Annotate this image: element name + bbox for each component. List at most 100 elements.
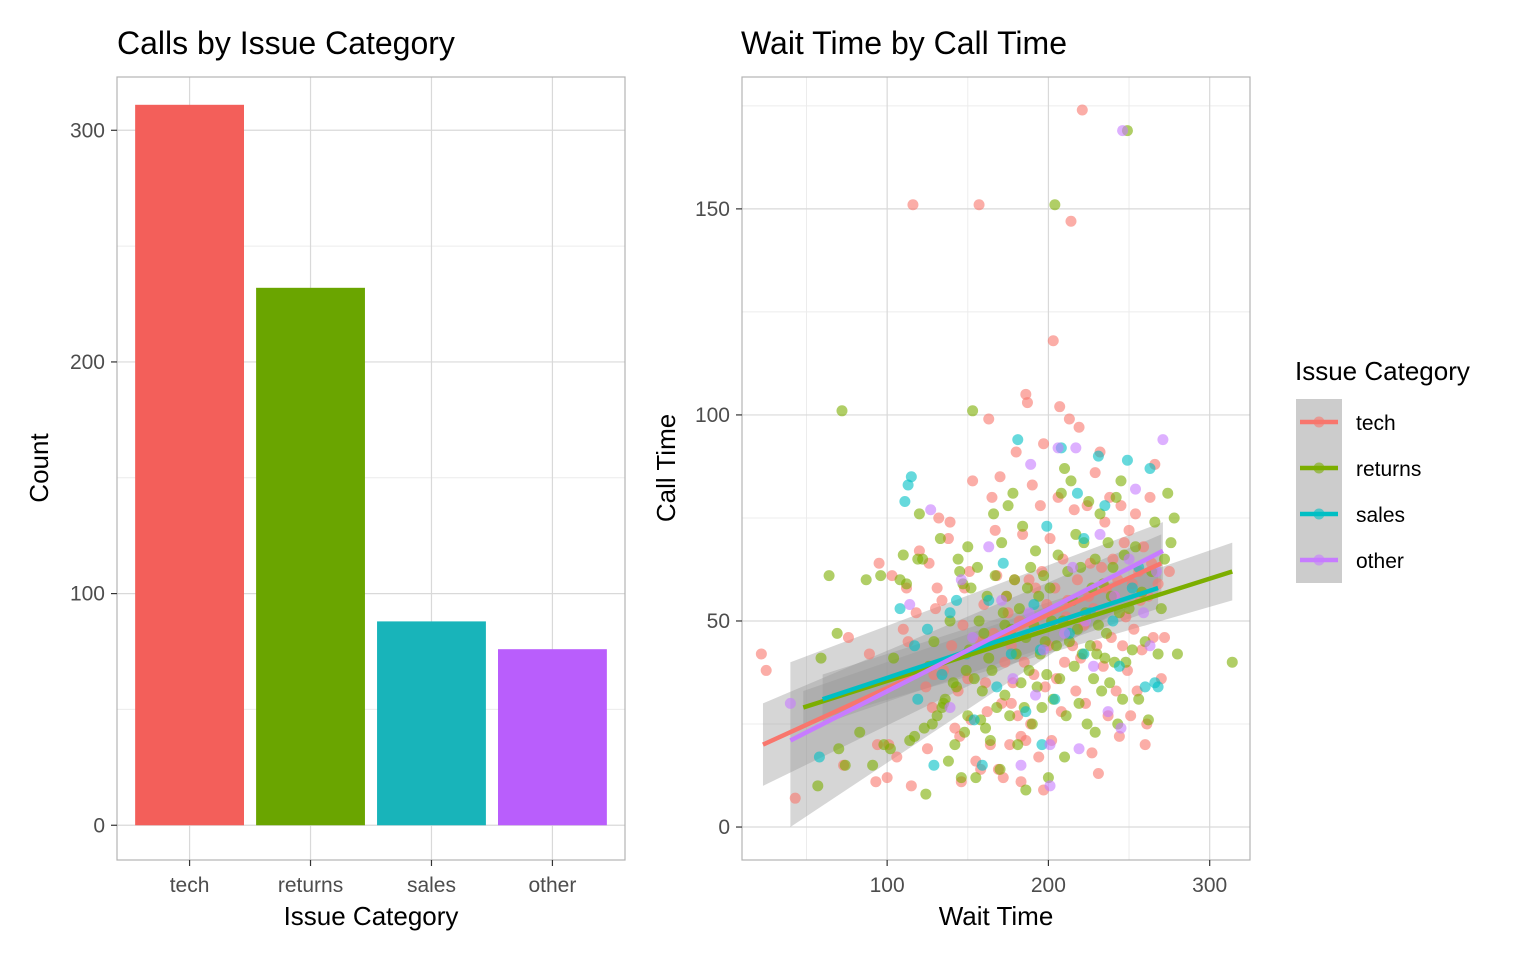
- point-tech: [1020, 388, 1032, 400]
- point-sales: [894, 603, 906, 615]
- point-other: [1038, 644, 1050, 656]
- point-returns: [1049, 199, 1061, 211]
- point-other: [1073, 743, 1085, 755]
- point-returns: [1065, 475, 1077, 487]
- point-returns: [1020, 784, 1032, 796]
- point-sales: [1113, 660, 1125, 672]
- point-returns: [1133, 693, 1145, 705]
- scatter-y-tick-label: 0: [718, 816, 730, 839]
- point-tech: [913, 545, 925, 557]
- point-returns: [991, 702, 1003, 714]
- fit-line-other: [789, 548, 1164, 743]
- point-returns: [1075, 561, 1087, 573]
- point-returns: [1099, 652, 1111, 664]
- point-tech: [997, 772, 1009, 784]
- point-returns: [942, 755, 954, 767]
- point-returns: [984, 734, 996, 746]
- bar-y-tick-label: 100: [70, 583, 105, 606]
- point-returns: [900, 578, 912, 590]
- point-returns: [983, 652, 995, 664]
- scatter-chart-x-ticks: 100 200 300: [870, 860, 1227, 897]
- point-tech: [1073, 421, 1085, 433]
- point-other: [1088, 660, 1100, 672]
- point-other: [983, 541, 995, 553]
- point-other: [925, 504, 937, 516]
- point-sales: [1036, 739, 1048, 751]
- point-tech: [1125, 710, 1137, 722]
- point-tech: [842, 631, 854, 643]
- point-tech: [949, 722, 961, 734]
- point-returns: [976, 685, 988, 697]
- point-returns: [986, 664, 998, 676]
- point-returns: [1089, 726, 1101, 738]
- scatter-y-tick-label: 100: [695, 404, 730, 427]
- point-tech: [1076, 104, 1088, 116]
- point-other: [1129, 483, 1141, 495]
- bar-chart-panel-border: [116, 76, 626, 861]
- point-returns: [1165, 537, 1177, 549]
- fit-line-sales: [821, 585, 1159, 702]
- point-returns: [1017, 520, 1029, 532]
- point-tech: [973, 199, 985, 211]
- point-returns: [1115, 475, 1127, 487]
- legend-label-other: other: [1356, 550, 1404, 573]
- point-returns: [1092, 619, 1104, 631]
- point-tech: [989, 524, 1001, 536]
- point-returns: [931, 710, 943, 722]
- point-returns: [1129, 541, 1141, 553]
- point-returns: [1107, 561, 1119, 573]
- point-returns: [1060, 710, 1072, 722]
- point-other: [1070, 442, 1082, 454]
- point-tech: [921, 743, 933, 755]
- point-sales: [1071, 487, 1083, 499]
- bar-chart-x-axis-title: Issue Category: [284, 901, 459, 931]
- scatter-chart-y-ticks: 0 50 100 150: [695, 198, 742, 839]
- point-returns: [960, 664, 972, 676]
- point-returns: [1021, 582, 1033, 594]
- bar-tech: [135, 104, 244, 826]
- point-tech: [980, 677, 992, 689]
- point-sales: [921, 623, 933, 635]
- point-tech: [926, 702, 938, 714]
- point-returns: [1096, 685, 1108, 697]
- point-other: [1138, 607, 1150, 619]
- point-returns: [1059, 751, 1071, 763]
- point-returns: [917, 553, 929, 565]
- point-returns: [1068, 660, 1080, 672]
- point-returns: [815, 652, 827, 664]
- point-returns: [1110, 491, 1122, 503]
- point-sales: [1078, 648, 1090, 660]
- point-returns: [1100, 627, 1112, 639]
- point-other: [996, 594, 1008, 606]
- point-tech: [1115, 500, 1127, 512]
- point-returns: [971, 561, 983, 573]
- point-returns: [988, 508, 1000, 520]
- point-tech: [1123, 524, 1135, 536]
- point-returns: [1023, 664, 1035, 676]
- point-sales: [909, 640, 921, 652]
- point-sales: [950, 594, 962, 606]
- scatter-chart: Wait Time by Call Time 0 50 100 150 100 200 3…: [651, 25, 1251, 931]
- point-returns: [833, 743, 845, 755]
- legend-label-sales: sales: [1356, 504, 1405, 527]
- point-tech: [920, 681, 932, 693]
- point-returns: [1155, 603, 1167, 615]
- point-sales: [1078, 533, 1090, 545]
- point-tech: [1004, 739, 1016, 751]
- scatter-x-tick-label: 100: [870, 874, 905, 897]
- point-returns: [952, 553, 964, 565]
- fit-line-returns: [802, 569, 1233, 710]
- point-sales: [991, 681, 1003, 693]
- bar-y-tick-label: 0: [93, 814, 105, 837]
- point-tech: [1005, 697, 1017, 709]
- point-returns: [970, 772, 982, 784]
- point-tech: [936, 594, 948, 606]
- point-tech: [1021, 397, 1033, 409]
- point-tech: [957, 619, 969, 631]
- point-tech: [1107, 553, 1119, 565]
- point-returns: [1052, 549, 1064, 561]
- point-tech: [1030, 582, 1042, 594]
- point-tech: [986, 491, 998, 503]
- point-other: [1117, 125, 1129, 137]
